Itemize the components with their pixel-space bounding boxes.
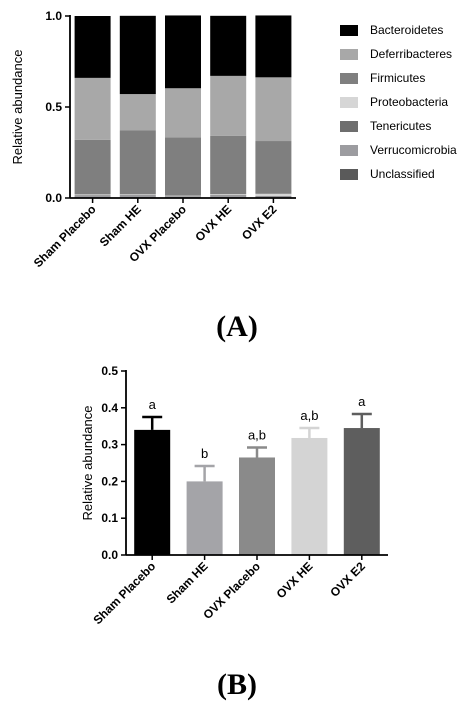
x-tick-label: OVX HE (192, 202, 234, 244)
legend-swatch-verrucomicrobia (340, 145, 358, 156)
legend-swatch-firmicutes (340, 73, 358, 84)
bar-segment-bacteroidetes (165, 15, 201, 89)
bar-segment-verrucomicrobia (165, 196, 201, 198)
legend-label-tenericutes: Tenericutes (370, 119, 431, 133)
y-tick-label: 0.0 (45, 191, 62, 205)
y-tick-label: 0.3 (101, 438, 118, 452)
bar-segment-proteobacteria (119, 194, 156, 195)
legend-swatch-proteobacteria (340, 97, 358, 108)
significance-label: a (149, 397, 157, 412)
y-tick-label: 1.0 (45, 9, 62, 23)
bar-segment-firmicutes (210, 135, 247, 195)
bar-segment-tenericutes (119, 194, 156, 196)
legend-swatch-deferribacteres (340, 49, 358, 60)
y-tick-label: 0.2 (101, 474, 118, 488)
y-tick-label: 0.1 (101, 511, 118, 525)
bar-segment-deferribacteres (74, 77, 111, 140)
bar-segment-tenericutes (74, 195, 111, 197)
legend-label-verrucomicrobia: Verrucomicrobia (370, 143, 457, 157)
significance-label: b (201, 446, 208, 461)
y-tick-label: 0.5 (45, 100, 62, 114)
y-tick-label: 0.0 (101, 548, 118, 562)
bar-segment-deferribacteres (165, 88, 201, 138)
bar-segment-deferribacteres (255, 77, 292, 142)
bar-segment-firmicutes (165, 137, 201, 196)
bar (239, 457, 275, 555)
y-tick-label: 0.5 (101, 364, 118, 378)
bar-segment-bacteroidetes (255, 15, 292, 78)
bar-segment-tenericutes (210, 195, 247, 196)
bar (291, 437, 328, 555)
x-tick-label: Sham HE (164, 559, 211, 606)
x-tick-label: Sham HE (97, 202, 144, 249)
bar-segment-deferribacteres (210, 75, 247, 136)
significance-label: a,b (300, 408, 318, 423)
y-tick-label: 0.4 (101, 401, 118, 415)
bar-segment-bacteroidetes (74, 16, 111, 78)
legend-swatch-unclassified (340, 169, 358, 180)
bar-segment-verrucomicrobia (74, 196, 111, 198)
x-tick-label: OVX HE (274, 559, 316, 601)
legend-label-bacteroidetes: Bacteroidetes (370, 23, 443, 37)
bar-segment-bacteroidetes (210, 15, 247, 76)
x-tick-label: OVX E2 (327, 559, 368, 600)
y-axis-title: Relative abundance (10, 50, 25, 165)
bar-segment-bacteroidetes (119, 15, 156, 95)
bar-segment-deferribacteres (119, 94, 156, 131)
bar-segment-verrucomicrobia (210, 195, 247, 198)
bar-segment-firmicutes (255, 141, 292, 194)
bar (134, 429, 171, 555)
y-axis-title: Relative abundance (80, 406, 95, 521)
bar-segment-firmicutes (119, 130, 156, 195)
bar-segment-proteobacteria (165, 195, 201, 197)
legend-swatch-bacteroidetes (340, 25, 358, 36)
legend-swatch-tenericutes (340, 121, 358, 132)
legend-label-unclassified: Unclassified (370, 167, 435, 181)
legend-label-firmicutes: Firmicutes (370, 71, 425, 85)
significance-label: a,b (248, 428, 266, 443)
panel-b-label: (B) (217, 668, 257, 701)
bar-segment-proteobacteria (255, 193, 292, 196)
legend-label-proteobacteria: Proteobacteria (370, 95, 448, 109)
bar-segment-verrucomicrobia (255, 196, 292, 198)
bar (186, 481, 223, 555)
x-tick-label: OVX E2 (239, 202, 280, 243)
bar-segment-proteobacteria (210, 194, 247, 196)
legend-label-deferribacteres: Deferribacteres (370, 47, 452, 61)
bar-segment-proteobacteria (74, 194, 111, 196)
x-tick-label: Sham Placebo (31, 202, 99, 270)
significance-label: a (358, 394, 366, 409)
bar-segment-firmicutes (74, 139, 111, 195)
panel-a-label: (A) (216, 310, 258, 343)
bar-segment-verrucomicrobia (119, 195, 156, 198)
bar (343, 428, 380, 555)
x-tick-label: Sham Placebo (90, 559, 158, 627)
